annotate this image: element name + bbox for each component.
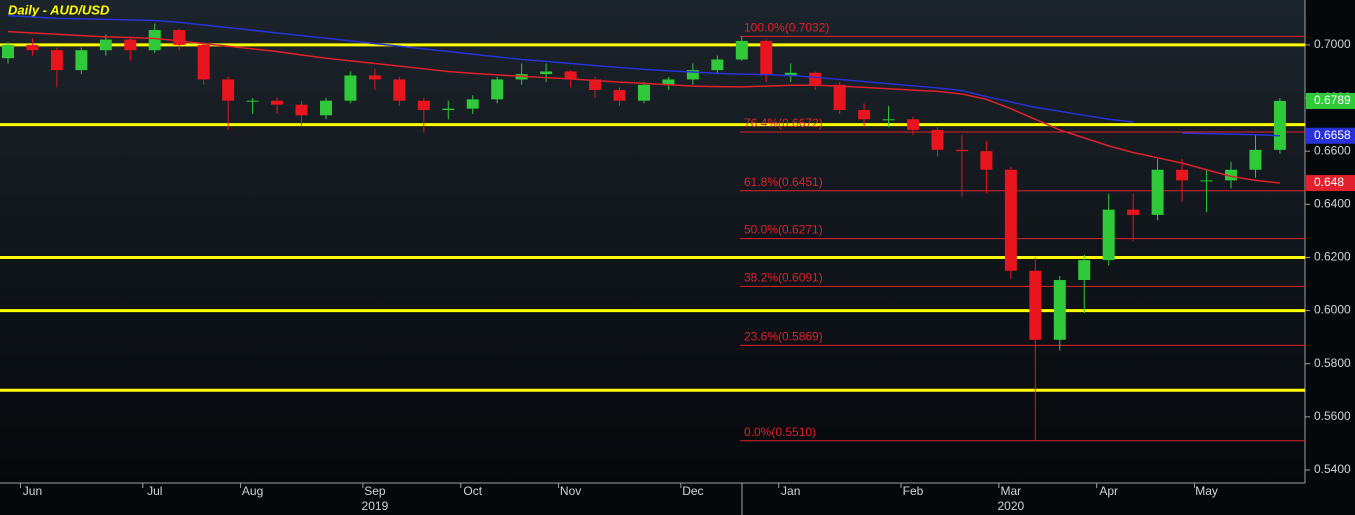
price-tag [1306, 127, 1355, 144]
candle-body [980, 151, 993, 170]
candle-body [833, 84, 846, 110]
x-tick-label: Apr [1099, 484, 1118, 498]
fib-label: 38.2%(0.6091) [744, 271, 823, 285]
candle-body [271, 100, 284, 105]
candle-body [809, 72, 822, 85]
candle-body [686, 70, 699, 80]
candle-body [344, 75, 357, 101]
candle-body [368, 75, 381, 80]
candle-body [882, 119, 895, 121]
candle-body [197, 44, 210, 80]
fib-label: 61.8%(0.6451) [744, 175, 823, 189]
candle-body [1102, 209, 1115, 261]
candle-body [1151, 169, 1164, 215]
chart-title: Daily - AUD/USD [8, 2, 110, 17]
y-tick-label: 0.6000 [1314, 303, 1351, 317]
candle-body [417, 100, 430, 110]
candle-body [637, 84, 650, 101]
year-label: 2019 [362, 499, 389, 513]
candle-body [50, 50, 63, 71]
price-tag-label: 0.6789 [1314, 93, 1351, 107]
candle-body [735, 40, 748, 60]
candle-body [662, 79, 675, 85]
y-tick-label: 0.5800 [1314, 356, 1351, 370]
candle-body [1029, 270, 1042, 340]
candle-body [466, 99, 479, 109]
candle-body [222, 79, 235, 101]
candle-body [491, 79, 504, 100]
y-tick-label: 0.6400 [1314, 196, 1351, 210]
candle-body [442, 108, 455, 110]
x-tick-label: Oct [463, 484, 482, 498]
candle-body [784, 72, 797, 76]
y-tick-label: 0.5400 [1314, 462, 1351, 476]
fib-label: 100.0%(0.7032) [744, 21, 829, 35]
candle-body [711, 59, 724, 71]
y-tick-label: 0.7000 [1314, 37, 1351, 51]
price-tag-label: 0.648 [1314, 175, 1344, 189]
candle-body [1176, 169, 1189, 181]
plot-background [0, 0, 1305, 483]
candle-body [1200, 180, 1213, 182]
candle-body [393, 79, 406, 101]
candle-body [564, 71, 577, 80]
candle-body [589, 79, 602, 91]
candle-body [955, 149, 968, 152]
x-tick-label: Jan [781, 484, 800, 498]
price-tag [1306, 175, 1355, 192]
candle-body [858, 109, 871, 120]
candle-body [613, 90, 626, 101]
candle-body [295, 104, 308, 116]
candle-body [540, 71, 553, 75]
x-tick-label: Jun [23, 484, 42, 498]
x-tick-label: Nov [560, 484, 581, 498]
moving-average-line [7, 14, 1280, 137]
y-tick-label: 0.5600 [1314, 409, 1351, 423]
fib-label: 23.6%(0.5869) [744, 330, 823, 344]
x-tick-label: Sep [364, 484, 386, 498]
candle-body [1127, 209, 1140, 215]
x-tick-label: Dec [682, 484, 703, 498]
fib-label: 76.4%(0.6672) [744, 116, 823, 130]
candle-body [173, 30, 186, 45]
candle-body [75, 50, 88, 71]
y-tick-label: 0.6600 [1314, 143, 1351, 157]
candle-body [1078, 260, 1091, 281]
candle-body [246, 100, 259, 102]
y-tick-label: 0.6200 [1314, 250, 1351, 264]
candle-body [1053, 280, 1066, 340]
candle-body [319, 100, 332, 116]
x-tick-label: Jul [147, 484, 162, 498]
candle-body [931, 129, 944, 150]
candle-body [1273, 100, 1286, 150]
fib-label: 50.0%(0.6271) [744, 223, 823, 237]
candle-body [1004, 169, 1017, 271]
moving-average-line [7, 30, 1281, 184]
candle-body [1249, 149, 1262, 170]
candle-body [99, 39, 112, 51]
candle-body [124, 39, 137, 51]
candle-body [907, 119, 920, 130]
candle-body [148, 30, 161, 51]
x-tick-label: Mar [1001, 484, 1022, 498]
x-tick-label: Feb [903, 484, 924, 498]
candle-body [1225, 169, 1237, 181]
candle-body [2, 44, 14, 59]
year-label: 2020 [998, 499, 1025, 513]
x-tick-label: May [1195, 484, 1218, 498]
candle-body [760, 40, 773, 76]
price-tag [1306, 92, 1355, 109]
x-tick-label: Aug [242, 484, 263, 498]
fib-label: 0.0%(0.5510) [744, 425, 816, 439]
candle-body [26, 44, 39, 51]
price-tag-label: 0.6658 [1314, 128, 1351, 142]
